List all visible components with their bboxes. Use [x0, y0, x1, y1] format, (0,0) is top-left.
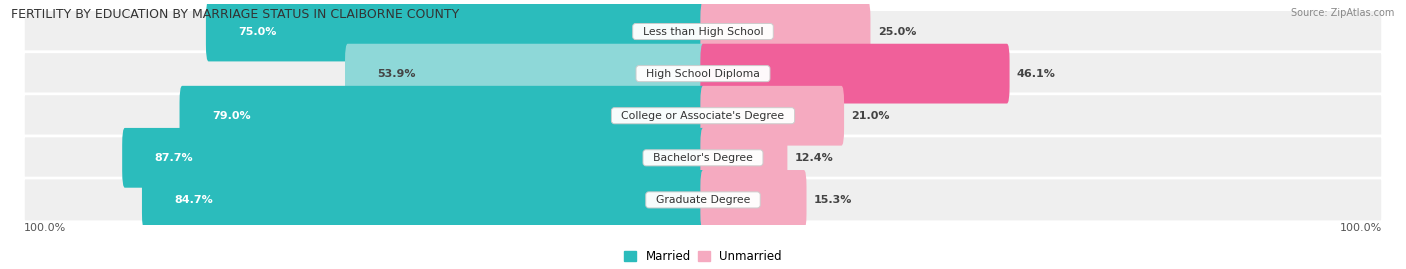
FancyBboxPatch shape [24, 136, 1382, 180]
FancyBboxPatch shape [122, 128, 706, 188]
FancyBboxPatch shape [180, 86, 706, 146]
FancyBboxPatch shape [205, 2, 706, 61]
Text: 84.7%: 84.7% [174, 195, 214, 205]
Text: 25.0%: 25.0% [877, 27, 917, 37]
Text: 21.0%: 21.0% [852, 111, 890, 121]
Text: 46.1%: 46.1% [1017, 69, 1056, 79]
Text: FERTILITY BY EDUCATION BY MARRIAGE STATUS IN CLAIBORNE COUNTY: FERTILITY BY EDUCATION BY MARRIAGE STATU… [11, 8, 460, 21]
Legend: Married, Unmarried: Married, Unmarried [620, 245, 786, 268]
FancyBboxPatch shape [24, 10, 1382, 54]
Text: Less than High School: Less than High School [636, 27, 770, 37]
FancyBboxPatch shape [142, 170, 706, 230]
Text: 100.0%: 100.0% [24, 223, 66, 233]
Text: 75.0%: 75.0% [238, 27, 277, 37]
FancyBboxPatch shape [700, 170, 807, 230]
FancyBboxPatch shape [24, 94, 1382, 138]
Text: 79.0%: 79.0% [212, 111, 250, 121]
FancyBboxPatch shape [700, 2, 870, 61]
Text: 87.7%: 87.7% [155, 153, 193, 163]
Text: 53.9%: 53.9% [377, 69, 416, 79]
FancyBboxPatch shape [24, 52, 1382, 95]
Text: 100.0%: 100.0% [1340, 223, 1382, 233]
FancyBboxPatch shape [700, 86, 844, 146]
Text: 12.4%: 12.4% [794, 153, 834, 163]
Text: High School Diploma: High School Diploma [640, 69, 766, 79]
Text: Graduate Degree: Graduate Degree [648, 195, 758, 205]
FancyBboxPatch shape [700, 128, 787, 188]
FancyBboxPatch shape [700, 44, 1010, 104]
Text: Source: ZipAtlas.com: Source: ZipAtlas.com [1291, 8, 1395, 18]
Text: Bachelor's Degree: Bachelor's Degree [647, 153, 759, 163]
Text: College or Associate's Degree: College or Associate's Degree [614, 111, 792, 121]
Text: 15.3%: 15.3% [814, 195, 852, 205]
FancyBboxPatch shape [344, 44, 706, 104]
FancyBboxPatch shape [24, 178, 1382, 222]
